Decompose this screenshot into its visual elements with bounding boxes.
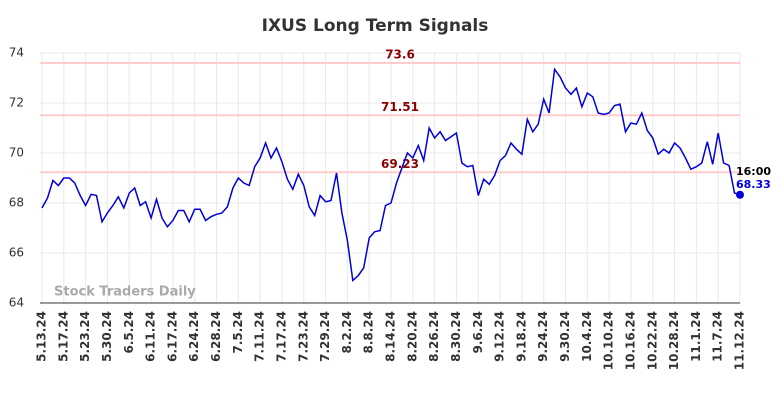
x-tick-label: 7.5.24 xyxy=(231,311,245,354)
x-tick-label: 8.8.24 xyxy=(362,311,376,354)
y-tick-label: 64 xyxy=(9,296,24,310)
x-tick-label: 9.24.24 xyxy=(536,311,550,362)
x-tick-label: 11.12.24 xyxy=(733,311,747,370)
y-tick-label: 68 xyxy=(9,196,24,210)
x-tick-label: 7.23.24 xyxy=(296,311,310,362)
x-tick-label: 9.30.24 xyxy=(558,311,572,362)
price-line xyxy=(41,67,741,283)
x-tick-label: 10.22.24 xyxy=(645,311,659,370)
x-tick-label: 10.4.24 xyxy=(580,311,594,362)
chart-title: IXUS Long Term Signals xyxy=(262,16,489,36)
x-tick-label: 5.30.24 xyxy=(100,311,114,362)
signal-label: 69.23 xyxy=(381,157,419,171)
signal-label: 73.6 xyxy=(385,48,415,62)
last-time: 16:00 xyxy=(736,165,771,178)
x-tick-label: 5.17.24 xyxy=(56,311,70,362)
x-tick-label: 6.28.24 xyxy=(209,311,223,362)
x-tick-label: 8.20.24 xyxy=(405,311,419,362)
x-tick-label: 10.16.24 xyxy=(623,311,637,370)
x-tick-label: 8.30.24 xyxy=(449,311,463,362)
x-tick-label: 10.28.24 xyxy=(667,311,681,370)
x-tick-label: 6.17.24 xyxy=(165,311,179,362)
last-point xyxy=(736,190,744,199)
x-tick-label: 8.2.24 xyxy=(340,311,354,354)
x-tick-label: 5.23.24 xyxy=(78,311,92,362)
x-tick-label: 7.17.24 xyxy=(274,311,288,362)
watermark: Stock Traders Daily xyxy=(54,285,196,300)
x-tick-label: 6.5.24 xyxy=(122,311,136,354)
x-tick-label: 11.1.24 xyxy=(689,311,703,362)
y-tick-label: 74 xyxy=(9,46,24,60)
x-tick-label: 6.11.24 xyxy=(144,311,158,362)
x-tick-label: 9.18.24 xyxy=(514,311,528,362)
x-tick-label: 9.12.24 xyxy=(493,311,507,362)
signal-label: 71.51 xyxy=(381,100,419,114)
x-tick-label: 7.11.24 xyxy=(253,311,267,362)
y-tick-label: 66 xyxy=(9,246,24,260)
x-tick-label: 7.29.24 xyxy=(318,311,332,362)
x-tick-label: 6.24.24 xyxy=(187,311,201,362)
y-tick-label: 72 xyxy=(9,96,24,110)
last-value: 68.33 xyxy=(736,178,771,191)
y-tick-label: 70 xyxy=(9,146,24,160)
x-tick-label: 5.13.24 xyxy=(35,311,49,362)
x-tick-label: 10.10.24 xyxy=(602,311,616,370)
x-tick-label: 11.7.24 xyxy=(711,311,725,362)
x-tick-label: 8.26.24 xyxy=(427,311,441,362)
x-tick-label: 9.6.24 xyxy=(471,311,485,354)
x-tick-label: 8.14.24 xyxy=(384,311,398,362)
